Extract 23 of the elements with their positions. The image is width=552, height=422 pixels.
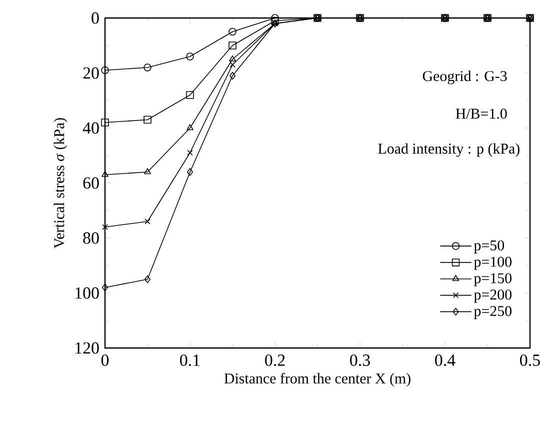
annotation: H/B=1.0	[456, 108, 507, 119]
x-tick-label: 0	[101, 354, 109, 366]
x-axis-title: Distance from the center X (m)	[224, 372, 410, 387]
legend-label: p=200	[474, 290, 512, 303]
legend-label: p=100	[474, 256, 512, 270]
y-tick-label: 60	[83, 177, 99, 189]
x-tick-label: 0.5	[520, 354, 540, 366]
x-tick-label: 0.1	[180, 354, 200, 366]
y-tick-label: 80	[83, 232, 99, 244]
x-tick-label: 0.3	[350, 354, 370, 366]
y-tick-label: 40	[82, 122, 99, 134]
y-axis-title: Vertical stress σ (kPa)	[54, 118, 68, 248]
legend-title: Load intensity : p (kPa)	[378, 143, 520, 157]
legend-label: p=250	[474, 306, 512, 320]
x-tick-label: 0.4	[435, 354, 456, 366]
annotation: Geogrid : G-3	[422, 70, 507, 84]
y-tick-label: 20	[83, 67, 99, 79]
legend-label: p=50	[474, 240, 504, 254]
y-tick-label: 100	[76, 287, 99, 299]
x-tick-label: 0.2	[265, 354, 285, 366]
y-tick-label: 0	[92, 12, 99, 24]
legend-label: p=150	[474, 273, 512, 286]
y-tick-label: 120	[76, 342, 99, 354]
